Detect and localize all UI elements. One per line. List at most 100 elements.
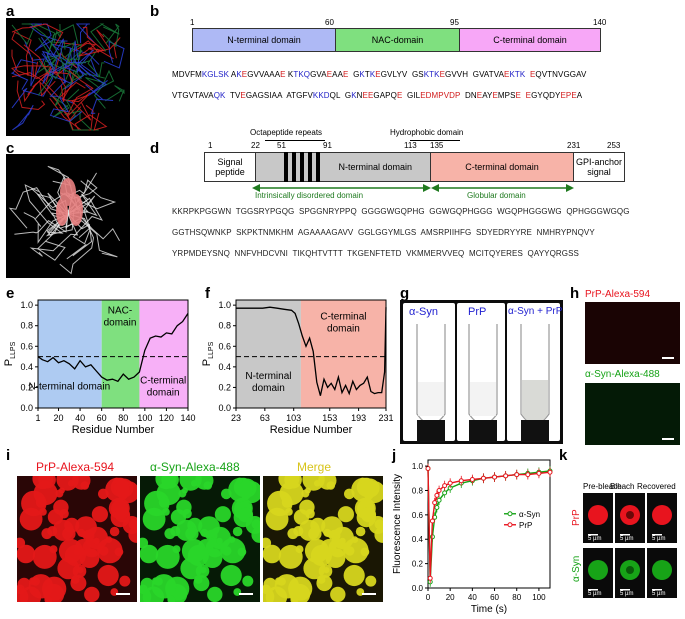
scale-bar <box>362 593 376 595</box>
d-globular-label: Globular domain <box>467 191 526 200</box>
alpha-syn-structure-image <box>6 18 130 136</box>
droplet <box>281 497 293 508</box>
droplet <box>305 508 315 519</box>
k-scale-3: 5 µm <box>652 536 666 542</box>
droplet <box>313 480 321 487</box>
droplet <box>214 506 231 523</box>
droplet <box>308 527 322 541</box>
panel-label-d: d <box>150 140 160 157</box>
droplet <box>316 575 333 592</box>
series-line <box>236 306 387 396</box>
d-tick-51: 51 <box>277 141 286 150</box>
e-region-c-label: C-terminal domain <box>140 375 186 398</box>
scale-bar <box>620 589 630 591</box>
panel-label-g: g <box>400 285 410 302</box>
y-tick-label: 0.6 <box>412 511 424 520</box>
i-title-prp: PrP-Alexa-594 <box>36 460 115 474</box>
k-col-prebleach: Pre-bleach <box>583 482 622 491</box>
x-tick-label: 153 <box>322 413 337 423</box>
droplet <box>70 575 87 592</box>
frap-droplet <box>652 560 672 580</box>
h-prp-image <box>585 302 680 364</box>
x-axis-label: Time (s) <box>471 604 507 615</box>
h-asyn-image <box>585 383 680 445</box>
y-tick-label: 0.4 <box>218 362 231 372</box>
droplet <box>17 586 29 602</box>
legend-label: α-Syn <box>519 510 540 519</box>
droplet <box>84 586 100 602</box>
droplet <box>310 544 332 567</box>
droplet <box>56 476 79 491</box>
droplet <box>119 575 131 587</box>
g-title-prp: PrP <box>468 306 487 318</box>
droplet <box>237 547 247 557</box>
droplet <box>64 544 86 567</box>
b-c-terminal-domain: C-terminal domain <box>459 28 601 52</box>
droplet <box>62 527 76 541</box>
panel-label-i: i <box>6 447 11 464</box>
droplet <box>55 489 64 498</box>
x-tick-label: 23 <box>231 413 241 423</box>
droplet <box>182 508 192 519</box>
i-asyn-droplets <box>140 476 260 602</box>
b-tick-140: 140 <box>593 18 607 27</box>
d-octapeptide-bar <box>265 140 325 141</box>
series-1-point <box>425 466 431 472</box>
droplet <box>368 516 383 534</box>
series-1-point <box>536 470 542 476</box>
d-hydrophobic-label: Hydrophobic domain <box>390 128 464 137</box>
droplet <box>278 476 300 490</box>
panel-label-h: h <box>570 285 580 302</box>
droplet <box>318 564 333 578</box>
scale-bar <box>588 589 598 591</box>
x-tick-label: 40 <box>75 413 85 423</box>
e-region-n-label: N-terminal domain <box>28 381 110 392</box>
droplet <box>113 477 120 484</box>
droplet <box>337 506 354 523</box>
droplet <box>35 497 47 508</box>
i-title-asyn: α-Syn-Alexa-488 <box>150 460 240 474</box>
k-col-recovered: Recovered <box>637 482 676 491</box>
k-scale-6: 5 µm <box>652 591 666 597</box>
d-disordered-label: Intrinsically disordered domain <box>255 191 364 200</box>
droplet <box>155 476 177 490</box>
x-tick-label: 20 <box>53 413 63 423</box>
droplet <box>228 477 253 503</box>
droplet <box>274 574 300 599</box>
x-tick-label: 80 <box>118 413 128 423</box>
y-tick-label: 1.0 <box>218 300 231 310</box>
droplet <box>140 586 152 602</box>
y-tick-label: 1.0 <box>412 462 424 471</box>
series-1-point <box>432 500 438 506</box>
g-tube-drawings <box>416 324 550 442</box>
droplet <box>343 537 369 564</box>
y-tick-label: 0.8 <box>20 321 33 331</box>
droplet <box>301 489 310 498</box>
x-tick-label: 0 <box>426 593 431 602</box>
bleach-spot <box>626 511 634 519</box>
plot-frame <box>427 459 551 589</box>
i-merge-droplets <box>263 476 383 602</box>
y-tick-label: 0.8 <box>218 321 231 331</box>
droplet <box>167 595 176 602</box>
series-1-point <box>480 475 486 481</box>
series-1-point <box>503 473 509 479</box>
droplet <box>140 544 159 564</box>
x-tick-label: 193 <box>351 413 366 423</box>
droplet <box>41 528 53 540</box>
scale-bar <box>620 534 630 536</box>
x-tick-label: 140 <box>180 413 195 423</box>
x-tick-label: 80 <box>512 593 521 602</box>
droplet <box>236 477 243 484</box>
droplet <box>302 476 325 491</box>
k-scale-4: 5 µm <box>588 591 602 597</box>
panel-label-b: b <box>150 3 160 20</box>
x-tick-label: 63 <box>260 413 270 423</box>
droplet <box>220 537 246 564</box>
series-1-point <box>442 483 448 489</box>
b-sequence-line-1: MDVFMKGLSK AKEGVVAAAE KTKQGVAEAAE GKTKEG… <box>172 70 587 79</box>
panel-label-a: a <box>6 3 15 20</box>
bleach-spot <box>626 566 634 574</box>
legend-marker <box>507 522 513 528</box>
scale-bar <box>652 534 662 536</box>
